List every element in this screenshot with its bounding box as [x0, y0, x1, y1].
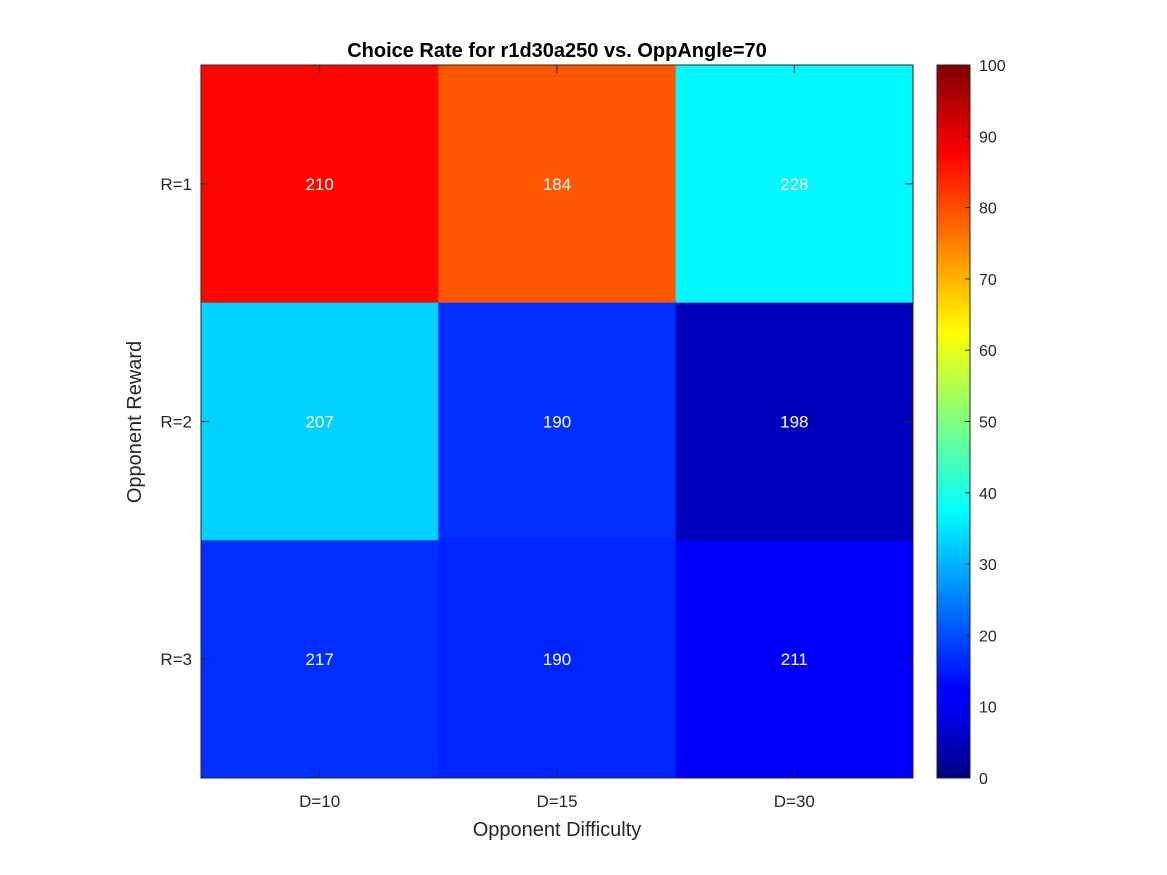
colorbar-tick-label: 20 [979, 628, 997, 645]
colorbar-tick-label: 0 [979, 771, 988, 788]
heatmap-cell [675, 540, 914, 779]
heatmap-cell [201, 302, 439, 541]
y-tick-label: R=2 [160, 413, 192, 432]
colorbar-tick-label: 60 [979, 343, 997, 360]
cell-count-label: 217 [305, 650, 333, 669]
heatmap-cell [675, 302, 914, 541]
heatmap-cell [675, 65, 914, 304]
cell-count-label: 228 [780, 175, 808, 194]
cell-count-label: 211 [781, 650, 808, 669]
x-tick-label: D=30 [774, 792, 815, 811]
cell-count-label: 190 [543, 413, 571, 432]
x-tick-label: D=10 [299, 792, 340, 811]
heatmap-cell [438, 540, 677, 779]
heatmap-cells [201, 65, 914, 779]
heatmap-cell [438, 65, 677, 304]
y-tick-label: R=3 [160, 650, 192, 669]
y-axis: R=1 R=2 R=3 [160, 175, 913, 669]
colorbar [936, 64, 971, 779]
cell-count-label: 198 [780, 413, 808, 432]
colorbar-tick-label: 50 [979, 415, 997, 432]
colorbar-tick-label: 90 [979, 129, 997, 146]
y-axis-label: Opponent Reward [124, 341, 146, 503]
colorbar-ticks: 0 10 20 30 40 50 60 70 80 90 100 [965, 58, 1006, 788]
heatmap-cell [201, 540, 439, 779]
cell-count-label: 210 [305, 175, 333, 194]
cell-count-label: 184 [543, 175, 571, 194]
colorbar-tick-label: 100 [979, 58, 1006, 75]
x-tick-label: D=15 [536, 792, 577, 811]
colorbar-tick-label: 30 [979, 557, 997, 574]
chart-title: Choice Rate for r1d30a250 vs. OppAngle=7… [347, 40, 767, 62]
y-tick-label: R=1 [160, 175, 192, 194]
x-axis-label: Opponent Difficulty [473, 819, 642, 841]
x-axis: D=10 D=15 D=30 [299, 65, 815, 811]
heatmap-cell [201, 65, 439, 304]
heatmap-cell [438, 302, 677, 541]
cell-count-label: 207 [305, 413, 333, 432]
heatmap-cell-labels: 210 184 228 207 190 198 217 190 211 [305, 175, 808, 669]
cell-count-label: 190 [543, 650, 571, 669]
colorbar-tick-label: 70 [979, 272, 997, 289]
colorbar-tick-label: 80 [979, 201, 997, 218]
colorbar-tick-label: 10 [979, 700, 997, 717]
colorbar-tick-label: 40 [979, 486, 997, 503]
